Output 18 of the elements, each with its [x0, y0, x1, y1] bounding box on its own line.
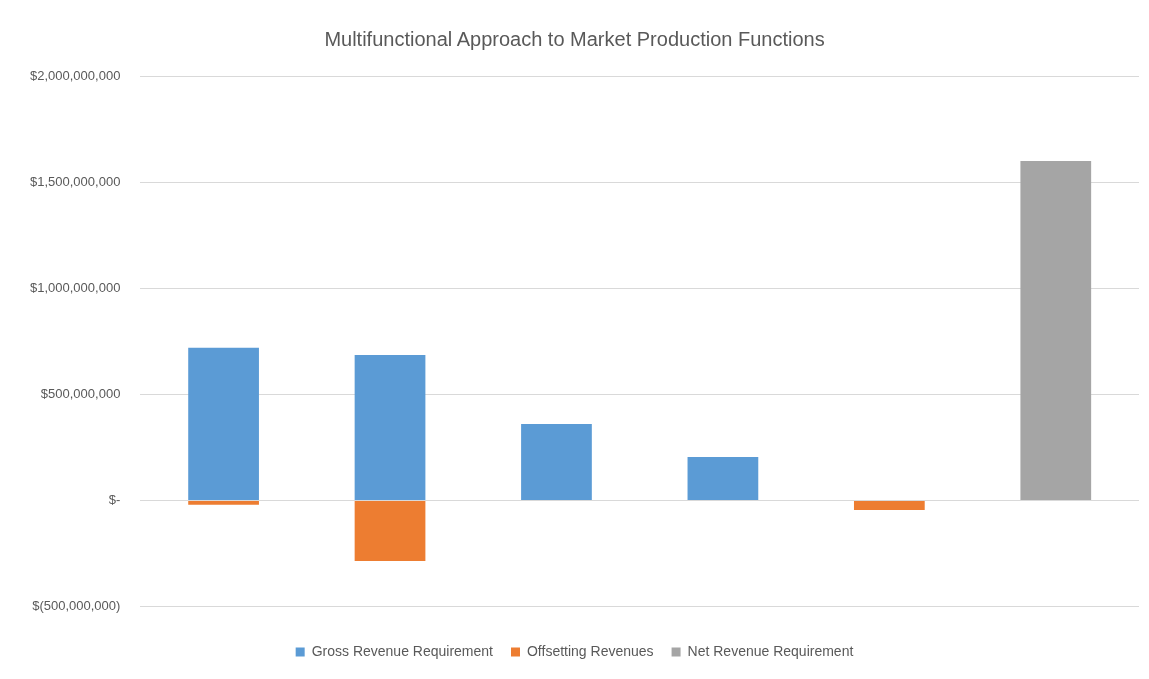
bar [1020, 160, 1092, 500]
bar [354, 500, 426, 561]
bar [354, 355, 426, 500]
y-tick-label: $- [108, 492, 121, 508]
y-tick-label: $1,000,000,000 [29, 279, 121, 295]
legend-label: Net Revenue Requirement [687, 642, 854, 659]
bar [853, 500, 925, 511]
chart-title: Multifunctional Approach to Market Production Functions [324, 27, 825, 50]
y-tick-label: $2,000,000,000 [29, 67, 121, 83]
bar [521, 424, 592, 500]
y-tick-label: $(500,000,000) [32, 598, 121, 614]
bar [188, 500, 259, 505]
legend-label: Offsetting Revenues [526, 642, 654, 659]
y-tick-label: $500,000,000 [40, 385, 121, 401]
bar [687, 456, 759, 500]
bar [188, 347, 259, 500]
legend-label: Gross Revenue Requirement [311, 642, 494, 659]
y-tick-label: $1,500,000,000 [29, 173, 121, 189]
